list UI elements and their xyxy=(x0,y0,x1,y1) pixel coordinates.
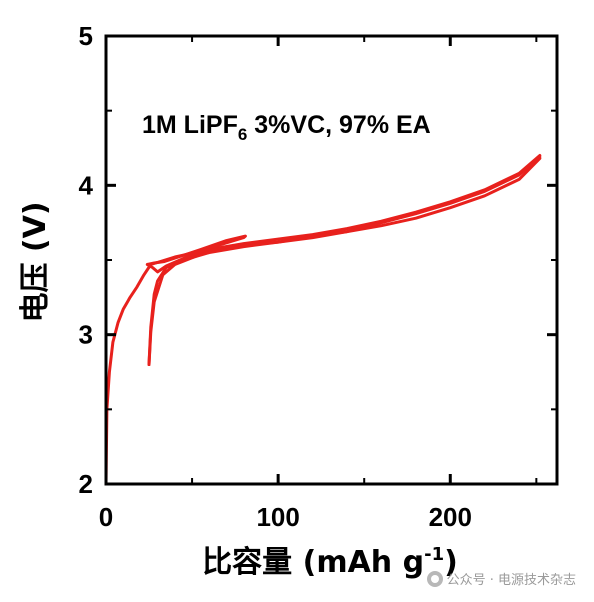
x-tick-label: 100 xyxy=(256,502,299,532)
curve-segment-3 xyxy=(147,155,542,366)
y-tick-label: 5 xyxy=(79,21,93,51)
ticks-group: 0 100 200 2 3 4 5 xyxy=(79,21,557,532)
watermark-text: 公众号 · 电源技术杂志 xyxy=(446,573,576,588)
watermark: 公众号 · 电源技术杂志 xyxy=(426,569,576,588)
y-tick-label: 2 xyxy=(79,469,93,499)
x-tick-label: 200 xyxy=(429,502,472,532)
curve-segment-1 xyxy=(104,154,542,486)
curve-segment-4 xyxy=(145,234,247,274)
y-tick-label: 3 xyxy=(79,320,93,350)
y-tick-label: 4 xyxy=(79,170,94,200)
x-tick-label: 0 xyxy=(99,502,113,532)
wechat-icon xyxy=(426,570,443,587)
curves-group xyxy=(104,154,542,486)
curve-segment-2 xyxy=(147,157,542,366)
x-axis-label: 比容量 (mAh g-1) xyxy=(202,544,458,580)
y-axis-label: 电压 (V) xyxy=(18,201,53,322)
annotation: 1M LiPF6 3%VC, 97% EA xyxy=(142,111,431,144)
